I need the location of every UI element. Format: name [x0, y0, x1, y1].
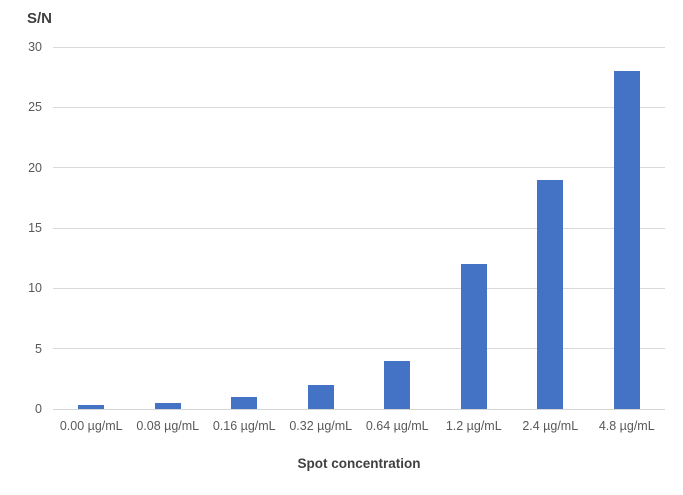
x-tick-label-2.4 µg/mL: 2.4 µg/mL [522, 419, 579, 433]
chart-title: S/N [27, 10, 53, 27]
bar-0.16 µg/mL [231, 396, 258, 409]
y-tick-label-5: 5 [35, 341, 42, 356]
y-tick-label-15: 15 [28, 221, 42, 235]
x-tick-label-0.64 µg/mL: 0.64 µg/mL [365, 419, 429, 433]
plot-area [53, 46, 665, 410]
x-tick-label-0.08 µg/mL: 0.08 µg/mL [136, 419, 200, 433]
x-axis-line [53, 409, 665, 410]
x-tick-label-0.16 µg/mL: 0.16 µg/mL [212, 419, 276, 433]
bar-1.2 µg/mL [460, 264, 487, 409]
y-tick-label-10: 10 [28, 281, 42, 296]
x-tick-label-0.00 µg/mL: 0.00 µg/mL [59, 419, 123, 433]
y-tick-label-0: 0 [35, 402, 42, 416]
y-tick-label-20: 20 [28, 160, 42, 175]
bar-0.08 µg/mL [154, 402, 181, 409]
bar-2.4 µg/mL [537, 179, 564, 409]
bar-4.8 µg/mL [613, 71, 640, 409]
gridline-10 [53, 287, 665, 289]
gridline-20 [53, 167, 665, 169]
bar-0.00 µg/mL [78, 405, 105, 409]
gridline-30 [53, 46, 665, 48]
x-axis-title: Spot concentration [297, 456, 421, 471]
x-tick-label-1.2 µg/mL: 1.2 µg/mL [445, 419, 502, 433]
x-tick-label-4.8 µg/mL: 4.8 µg/mL [598, 419, 655, 433]
bar-0.64 µg/mL [384, 360, 411, 409]
y-tick-label-30: 30 [28, 40, 42, 54]
bar-0.32 µg/mL [307, 384, 334, 409]
gridline-25 [53, 106, 665, 108]
gridline-15 [53, 227, 665, 229]
y-tick-label-25: 25 [28, 100, 42, 115]
gridline-5 [53, 348, 665, 350]
x-tick-label-0.32 µg/mL: 0.32 µg/mL [289, 419, 353, 433]
